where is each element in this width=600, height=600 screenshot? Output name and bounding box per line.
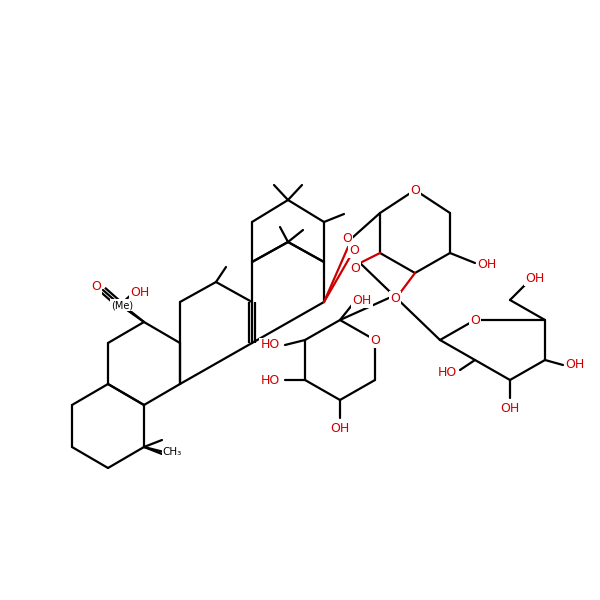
Text: O: O bbox=[390, 292, 400, 304]
Text: OH: OH bbox=[500, 401, 520, 415]
Text: OH: OH bbox=[130, 286, 149, 298]
Text: OH: OH bbox=[331, 421, 350, 434]
Text: O: O bbox=[470, 313, 480, 326]
Text: HO: HO bbox=[437, 365, 457, 379]
Text: OH: OH bbox=[352, 293, 371, 307]
Text: OH: OH bbox=[565, 358, 584, 371]
Text: (Me): (Me) bbox=[111, 300, 133, 310]
Text: HO: HO bbox=[260, 373, 280, 386]
Text: O: O bbox=[349, 244, 359, 257]
Text: O: O bbox=[370, 334, 380, 346]
Text: O: O bbox=[410, 184, 420, 196]
Text: CH₃: CH₃ bbox=[163, 447, 182, 457]
Text: O: O bbox=[350, 262, 360, 275]
Text: HO: HO bbox=[260, 338, 280, 352]
Text: O: O bbox=[342, 232, 352, 245]
Text: O: O bbox=[91, 280, 101, 293]
Text: OH: OH bbox=[526, 271, 545, 284]
Text: OH: OH bbox=[478, 259, 497, 271]
